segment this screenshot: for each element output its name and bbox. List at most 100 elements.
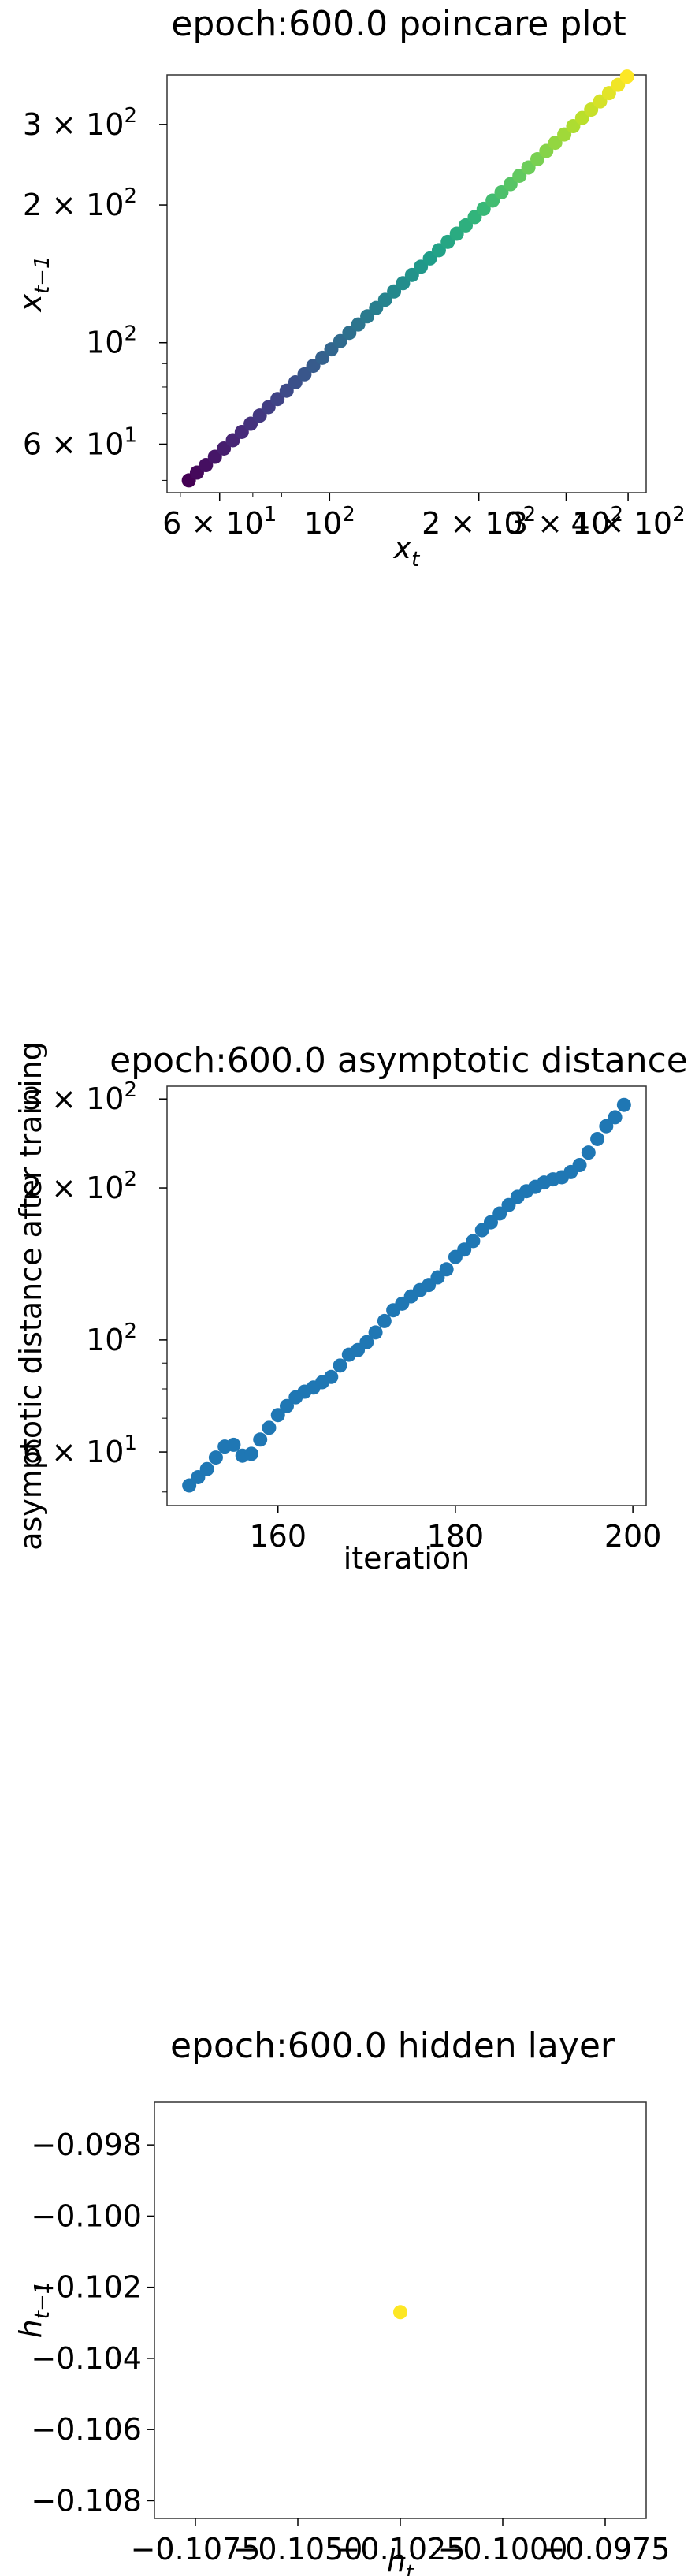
data-point	[270, 1408, 285, 1423]
y-tick-label: −0.106	[31, 2412, 142, 2447]
data-point	[342, 326, 357, 341]
data-point	[404, 267, 419, 282]
data-point	[393, 2305, 407, 2320]
data-point	[199, 458, 214, 473]
y-tick-label: −0.104	[31, 2341, 142, 2376]
data-point	[574, 110, 589, 125]
plot-frame	[166, 1085, 647, 1506]
data-point	[368, 1325, 383, 1340]
y-tick-label: 102	[86, 1320, 137, 1357]
data-point	[253, 1432, 268, 1447]
data-point	[521, 160, 536, 175]
data-point	[226, 1437, 241, 1452]
x-tick-label: −0.1050	[233, 2532, 363, 2567]
y-tick-label: −0.108	[31, 2483, 142, 2518]
data-point	[572, 1157, 587, 1172]
chart-title: epoch:600.0 poincare plot	[171, 4, 626, 44]
data-point	[611, 77, 626, 92]
y-tick-label: 2 × 102	[23, 184, 137, 222]
data-point	[279, 383, 294, 398]
data-point	[315, 350, 330, 365]
x-tick-label: −0.1025	[336, 2532, 466, 2567]
data-point	[608, 1110, 623, 1125]
data-point	[548, 136, 563, 151]
y-axis-label: asymptotic distance after training	[13, 1041, 48, 1550]
data-point	[593, 94, 608, 109]
data-point	[207, 449, 222, 464]
data-point	[485, 193, 500, 208]
y-tick-label: −0.100	[31, 2198, 142, 2233]
data-point	[581, 1145, 596, 1160]
data-point	[449, 226, 464, 241]
x-axis-label: iteration	[344, 1541, 470, 1576]
chart-1: epoch:600.0 poincare plot 6 × 101 102 2 × 1…	[13, 4, 686, 571]
data-point	[476, 201, 491, 216]
data-point	[431, 243, 446, 258]
x-tick-label: −0.1000	[438, 2532, 568, 2567]
data-point	[324, 342, 339, 357]
data-point	[616, 1097, 631, 1112]
data-point	[414, 259, 429, 274]
x-tick-label: 6 × 101	[162, 503, 277, 541]
data-point	[601, 86, 616, 101]
y-axis-label: xt−1	[13, 255, 54, 312]
chart-3: epoch:600.0 hidden layer−0.1075−0.1050−0…	[13, 2026, 670, 2576]
x-tick-label: 102	[304, 503, 355, 541]
chart-2: epoch:600.0 asymptotic distance 160 180 200…	[13, 1040, 688, 1576]
data-point	[217, 441, 232, 456]
x-tick-label: 2 × 102	[422, 503, 536, 541]
plot-frame	[166, 74, 647, 493]
data-point	[351, 317, 366, 332]
y-tick-label: 3 × 102	[23, 1078, 137, 1116]
data-point	[252, 408, 267, 423]
data-point	[439, 1262, 454, 1277]
data-point	[306, 359, 321, 374]
x-tick-label: −0.1075	[131, 2532, 261, 2567]
data-point	[377, 1313, 392, 1328]
data-point	[557, 127, 572, 142]
data-point	[590, 1131, 605, 1146]
data-point	[359, 1335, 374, 1349]
data-point	[199, 1461, 214, 1476]
data-point	[297, 367, 312, 382]
data-point	[503, 177, 518, 192]
data-point	[483, 1215, 498, 1230]
data-point	[492, 1206, 507, 1221]
y-tick-label: −0.102	[31, 2270, 142, 2305]
data-point	[539, 143, 554, 158]
data-point	[422, 251, 437, 266]
data-point	[466, 1234, 481, 1249]
x-axis-label: xt	[393, 530, 421, 571]
y-tick-label: 6 × 101	[23, 423, 137, 461]
x-tick-label: 200	[604, 1519, 662, 1554]
data-point	[369, 300, 384, 315]
data-point	[530, 152, 544, 167]
y-tick-label: −0.098	[31, 2127, 142, 2162]
data-point	[396, 276, 411, 291]
data-point	[234, 424, 249, 439]
data-point	[459, 218, 474, 233]
data-point	[387, 284, 402, 299]
data-point	[566, 119, 581, 134]
data-point	[243, 416, 258, 431]
data-point	[584, 102, 599, 117]
data-point	[457, 1242, 472, 1257]
y-tick-label: 6 × 101	[23, 1431, 137, 1469]
x-tick-label: 4 × 102	[571, 503, 686, 541]
data-point	[440, 234, 455, 249]
data-point	[280, 1398, 294, 1413]
data-point	[270, 392, 285, 407]
x-tick-label: 160	[249, 1519, 307, 1554]
y-tick-label: 2 × 102	[23, 1167, 137, 1205]
data-point	[243, 1446, 258, 1461]
data-point	[182, 1478, 197, 1493]
data-point	[360, 309, 375, 324]
chart-title: epoch:600.0 hidden layer	[170, 2026, 615, 2066]
x-tick-label: −0.0975	[541, 2532, 671, 2567]
chart-title: epoch:600.0 asymptotic distance	[110, 1040, 688, 1081]
data-point	[599, 1119, 614, 1134]
data-point	[262, 1420, 277, 1435]
data-point	[333, 333, 348, 348]
data-point	[494, 184, 509, 199]
